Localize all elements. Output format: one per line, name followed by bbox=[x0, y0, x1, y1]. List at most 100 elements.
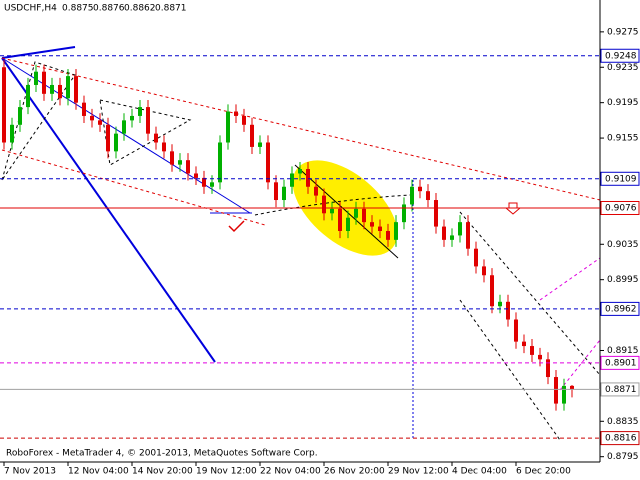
candle-body bbox=[42, 71, 46, 94]
candle-body bbox=[314, 186, 318, 196]
candle-body bbox=[154, 133, 158, 143]
footer: RoboForex - MetaTrader 4, © 2001-2013, M… bbox=[6, 449, 318, 459]
pattern bbox=[99, 99, 192, 166]
level-label: 0.8962 bbox=[605, 304, 637, 314]
candle-body bbox=[250, 124, 254, 147]
candle-body bbox=[322, 195, 326, 214]
x-tick-label: 4 Dec 04:00 bbox=[452, 467, 507, 477]
x-tick-label: 22 Nov 04:00 bbox=[260, 467, 321, 477]
ohlc-open: 0.8875 bbox=[62, 4, 94, 14]
candle-body bbox=[82, 102, 86, 116]
y-tick-label: 0.8795 bbox=[607, 452, 639, 462]
candle-body bbox=[26, 84, 30, 108]
candle-body bbox=[426, 191, 430, 201]
candle-body bbox=[226, 111, 230, 143]
candle-body bbox=[514, 319, 518, 342]
level-label: 0.8871 bbox=[605, 385, 637, 395]
candle-body bbox=[186, 160, 190, 174]
y-tick-label: 0.8835 bbox=[607, 417, 639, 427]
level-label: 0.9248 bbox=[605, 51, 637, 61]
candle-body bbox=[138, 107, 142, 116]
y-tick-label: 0.8995 bbox=[607, 275, 639, 285]
candle-body bbox=[178, 160, 182, 165]
candle-body bbox=[146, 107, 150, 134]
candle-body bbox=[58, 84, 62, 99]
candle-body bbox=[66, 76, 70, 99]
candle-body bbox=[290, 173, 294, 187]
candle-body bbox=[562, 385, 566, 404]
trend-line bbox=[1, 57, 216, 363]
candle-body bbox=[266, 142, 270, 183]
candle-body bbox=[570, 385, 574, 390]
level-label: 0.9076 bbox=[605, 203, 637, 213]
level-label: 0.8901 bbox=[605, 358, 637, 368]
candle-body bbox=[378, 226, 382, 231]
y-tick-label: 0.8915 bbox=[607, 346, 639, 356]
candle-body bbox=[522, 341, 526, 347]
level-box bbox=[600, 382, 640, 397]
channel-line bbox=[1, 57, 601, 201]
candle-body bbox=[74, 76, 78, 103]
candle-body bbox=[274, 182, 278, 201]
candle-body bbox=[210, 182, 214, 187]
candle-body bbox=[234, 111, 238, 116]
candle-body bbox=[298, 169, 302, 174]
y-tick-label: 0.9155 bbox=[607, 134, 639, 144]
candle-body bbox=[530, 346, 534, 355]
candle-body bbox=[50, 84, 54, 94]
x-tick-label: 6 Dec 20:00 bbox=[516, 467, 571, 477]
candle-body bbox=[162, 142, 166, 152]
check-mark bbox=[228, 220, 245, 233]
candle-body bbox=[450, 235, 454, 240]
candle-body bbox=[442, 226, 446, 240]
level-label: 0.8816 bbox=[605, 434, 637, 444]
candle-body bbox=[194, 173, 198, 178]
y-tick-label: 0.9035 bbox=[607, 240, 639, 250]
candle-body bbox=[370, 222, 374, 227]
candle-body bbox=[282, 186, 286, 201]
x-tick-label: 7 Nov 2013 bbox=[4, 467, 56, 477]
ohlc-close: 0.8871 bbox=[155, 4, 187, 14]
candle-body bbox=[122, 120, 126, 134]
candle-body bbox=[362, 208, 366, 223]
candle-body bbox=[466, 222, 470, 249]
candle-body bbox=[506, 301, 510, 320]
candle-body bbox=[2, 67, 6, 143]
x-tick-label: 12 Nov 04:00 bbox=[68, 467, 129, 477]
y-tick-label: 0.9195 bbox=[607, 98, 639, 108]
candle-body bbox=[490, 275, 494, 307]
candle-body bbox=[98, 120, 102, 125]
candle-body bbox=[346, 217, 350, 231]
y-tick-label: 0.9235 bbox=[607, 63, 639, 73]
level-box bbox=[600, 200, 640, 215]
candle-body bbox=[10, 124, 14, 143]
projection bbox=[539, 257, 601, 301]
level-box bbox=[600, 48, 640, 63]
projection bbox=[559, 339, 601, 391]
candle-body bbox=[218, 142, 222, 183]
candle-body bbox=[18, 107, 22, 125]
candle-body bbox=[114, 133, 118, 152]
candle-body bbox=[394, 222, 398, 240]
candle-body bbox=[386, 231, 390, 240]
trend-line bbox=[294, 164, 399, 259]
candle-body bbox=[330, 208, 334, 214]
candle-body bbox=[170, 151, 174, 165]
candle-body bbox=[418, 186, 422, 192]
candle-body bbox=[482, 266, 486, 276]
candle-body bbox=[130, 115, 134, 121]
channel-line bbox=[459, 299, 561, 441]
candle-body bbox=[474, 248, 478, 267]
candle-body bbox=[410, 186, 414, 205]
candle-body bbox=[434, 200, 438, 227]
candle-body bbox=[338, 208, 342, 231]
level-box bbox=[600, 301, 640, 316]
ohlc-low: 0.8862 bbox=[124, 4, 156, 14]
x-tick-label: 26 Nov 20:00 bbox=[324, 467, 385, 477]
candle-body bbox=[458, 222, 462, 236]
candle-body bbox=[554, 377, 558, 404]
x-tick-label: 29 Nov 12:00 bbox=[388, 467, 449, 477]
candle-body bbox=[90, 115, 94, 121]
x-tick-label: 19 Nov 12:00 bbox=[196, 467, 257, 477]
